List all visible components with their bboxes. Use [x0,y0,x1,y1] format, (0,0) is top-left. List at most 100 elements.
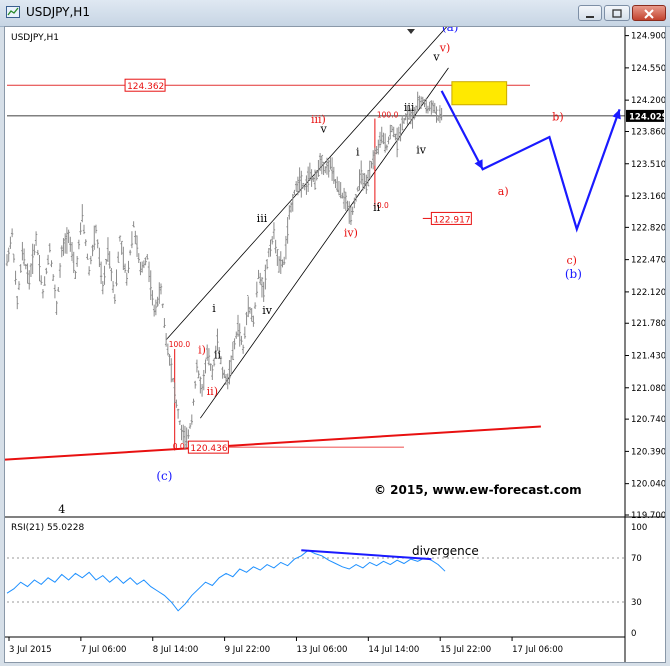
ohlc-bar [101,281,105,295]
restore-icon [612,9,622,18]
ohlc-bar [137,253,140,264]
ohlc-bar [115,269,118,287]
ohlc-bar [185,427,188,448]
ohlc-bar [276,249,279,266]
ohlc-bar [308,162,312,181]
projection-arrow-a [474,159,483,170]
rsi-label: RSI(21) 55.0228 [11,523,84,533]
ohlc-bar [123,263,127,273]
ohlc-bar [325,157,329,175]
low-price-box [187,440,229,454]
ohlc-bar [322,161,325,176]
price-tick-label: 124.900 [631,32,665,42]
ohlc-bar [176,408,180,419]
channel-upper-line [165,16,456,341]
wave-label-red: c) [566,254,576,267]
ohlc-bar [298,167,301,193]
ohlc-bar [94,224,98,234]
ohlc-bar [438,105,442,123]
ohlc-bar [195,359,199,373]
ohlc-bar [125,272,128,286]
ohlc-bar [361,172,365,191]
ohlc-bar [74,270,77,279]
ohlc-bar [286,217,289,244]
ohlc-bar [52,274,55,281]
ohlc-bar [154,299,158,316]
ohlc-bar [175,399,178,408]
ohlc-bar [166,343,170,356]
minimize-button[interactable] [578,5,602,21]
ohlc-bar [91,244,94,257]
ohlc-bar [134,230,137,245]
time-tick-label: 8 Jul 14:00 [153,645,199,655]
wave-label-black: iv [262,304,273,317]
ohlc-bar [404,113,407,121]
ohlc-bar [209,363,212,371]
ohlc-bar [81,204,84,223]
ohlc-bar [28,270,31,290]
minimize-icon [586,16,594,18]
ohlc-bar [69,236,72,252]
price-tick-label: 122.470 [631,256,665,266]
ohlc-bar [260,277,264,298]
ohlc-bar [262,281,265,302]
low-price-label: 120.436 [190,444,227,454]
ohlc-bar [188,423,192,429]
ohlc-bar [129,249,132,256]
ohlc-bar [257,269,260,280]
ohlc-bar [110,267,113,282]
ohlc-bar [283,256,286,265]
maximize-button[interactable] [604,5,630,21]
ohlc-bar [5,254,9,267]
ohlc-bar [99,261,103,284]
ohlc-bar [58,263,62,278]
ohlc-bar [214,345,217,354]
ohlc-bar [368,160,371,179]
ohlc-bar [265,258,269,270]
ohlc-bar [315,170,318,181]
close-button[interactable] [632,5,666,21]
ohlc-bar [120,240,123,255]
ohlc-bar [96,239,99,249]
rsi-level-label: 100 [631,523,647,533]
price-tick-label: 123.160 [631,192,665,202]
wave-label-red: b) [552,110,563,123]
ohlc-bar [221,366,224,379]
projection-path [440,90,621,233]
price-tick-label: 124.200 [631,96,665,106]
ohlc-bar [192,398,195,406]
ohlc-bar [324,166,327,174]
ohlc-bar [248,306,252,314]
ohlc-bar [241,344,245,354]
ohlc-bar [77,239,81,250]
ohlc-bar [236,314,240,337]
fib-a-0: 0.0 [173,442,185,451]
ohlc-bar [378,131,382,148]
ohlc-bar [296,176,300,196]
ohlc-bar [389,124,392,140]
ohlc-bar [411,108,414,129]
ohlc-bar [223,369,226,379]
ohlc-bar [342,187,346,209]
ohlc-bar [132,221,135,228]
wave-label-black: 4 [58,503,65,516]
ohlc-bar [259,272,262,285]
ohlc-bar [108,251,111,269]
ohlc-bar [12,253,16,263]
ohlc-bar [301,182,305,189]
ohlc-bar [199,376,202,394]
ohlc-bar [419,96,423,109]
ohlc-bar [330,157,334,181]
ohlc-bar [435,106,438,123]
ohlc-bar [9,236,12,249]
ohlc-bar [269,239,272,257]
ohlc-bar [235,331,238,339]
title-bar: USDJPY,H1 [0,0,670,27]
ohlc-bar [187,429,190,439]
divergence-label: divergence [412,544,479,558]
chart-area[interactable]: USDJPY,H1 100.0 0.0 120.436 100.0 0.0 122.917… [4,16,668,663]
ohlc-bar [105,258,108,265]
wave-label-red: v) [439,41,451,54]
ohlc-bar [407,110,411,120]
